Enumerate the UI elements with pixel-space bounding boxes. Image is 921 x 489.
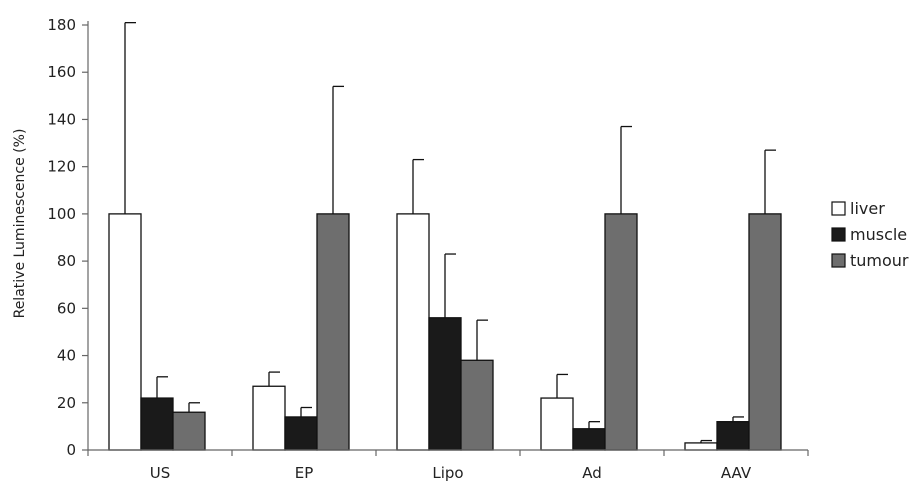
y-tick-label: 60 — [57, 299, 76, 317]
y-axis-label: Relative Luminescence (%) — [12, 129, 28, 319]
x-category-label: Lipo — [432, 464, 463, 482]
legend-label-muscle: muscle — [850, 225, 907, 244]
bar-tumour-aav — [748, 213, 782, 451]
bar-muscle-aav — [716, 421, 750, 451]
y-tick-label: 120 — [47, 158, 76, 176]
bar-liver-ep — [252, 385, 286, 451]
legend-swatch-liver — [831, 201, 846, 216]
y-tick-label: 20 — [57, 394, 76, 412]
bar-liver-aav — [684, 442, 718, 451]
y-tick-label: 140 — [47, 110, 76, 128]
bar-liver-us — [108, 213, 142, 451]
bar-tumour-ep — [316, 213, 350, 451]
bar-liver-lipo — [396, 213, 430, 451]
bar-liver-ad — [540, 397, 574, 451]
y-tick-label: 80 — [57, 252, 76, 270]
bar-tumour-us — [172, 411, 206, 451]
y-axis: 0 20 40 60 80 100 120 140 160 180 — [47, 16, 89, 459]
x-category-label: Ad — [582, 464, 602, 482]
x-category-label: EP — [295, 464, 314, 482]
legend-swatch-muscle — [831, 227, 846, 242]
bar-muscle-ep — [284, 416, 318, 451]
y-tick-label: 160 — [47, 63, 76, 81]
legend-label-tumour: tumour — [850, 251, 909, 270]
x-category-label: AAV — [721, 464, 752, 482]
legend-swatch-tumour — [831, 253, 846, 268]
bar-tumour-ad — [604, 213, 638, 451]
bar-muscle-ad — [572, 428, 606, 451]
y-tick-label: 0 — [66, 441, 76, 459]
y-tick-label: 180 — [47, 16, 76, 34]
legend: liver muscle tumour — [831, 199, 909, 270]
x-axis: US EP Lipo Ad AAV — [87, 449, 809, 482]
bar-muscle-us — [140, 397, 174, 451]
legend-label-liver: liver — [850, 199, 885, 218]
x-category-label: US — [150, 464, 171, 482]
bar-tumour-lipo — [460, 359, 494, 451]
y-tick-label: 100 — [47, 205, 76, 223]
plot-area — [108, 21, 782, 451]
bar-muscle-lipo — [428, 317, 462, 451]
y-tick-label: 40 — [57, 347, 76, 365]
